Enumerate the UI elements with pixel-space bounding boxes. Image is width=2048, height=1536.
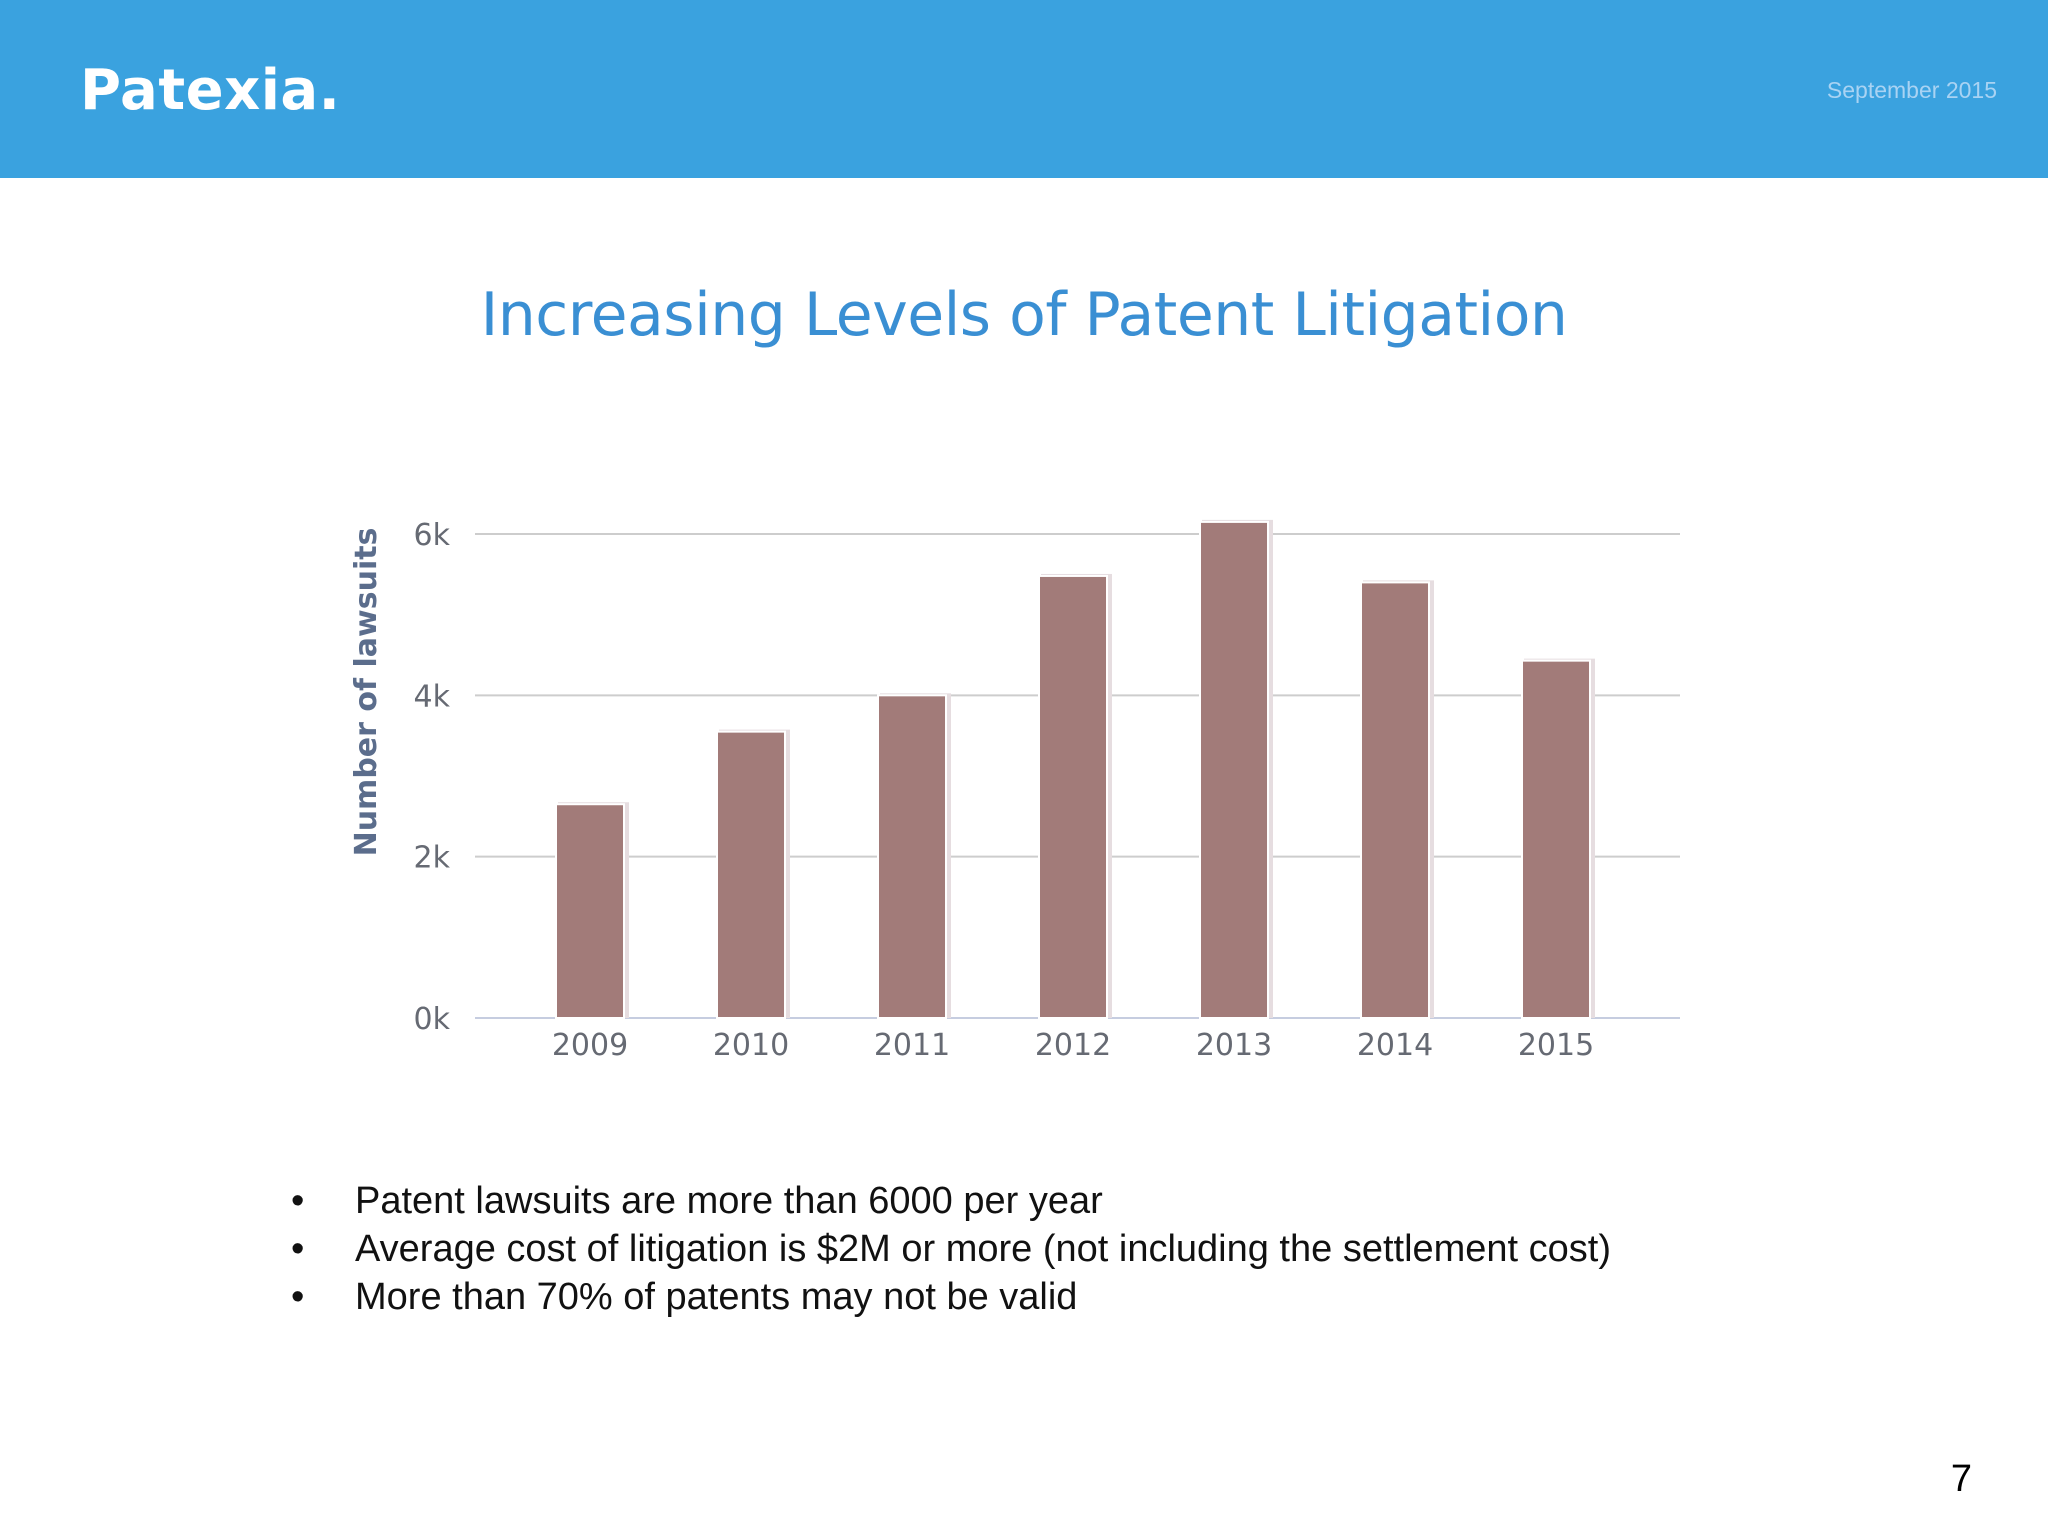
bar-2010 [716, 730, 786, 1019]
bar-2012 [1038, 574, 1108, 1020]
bullet-glyph: • [291, 1180, 305, 1222]
bar-2013 [1199, 520, 1269, 1020]
slide-title: Increasing Levels of Patent Litigation [480, 280, 1568, 350]
x-tick-label: 2014 [1357, 1028, 1433, 1063]
header-date: September 2015 [1826, 77, 1997, 103]
bullet-text: Patent lawsuits are more than 6000 per y… [355, 1180, 1103, 1222]
header-bar: Patexia. September 2015 [0, 0, 2048, 178]
x-tick-label: 2013 [1196, 1028, 1272, 1063]
patexia-logo: Patexia. [80, 58, 341, 123]
bullet-item: • Average cost of litigation is $2M or m… [285, 1225, 1611, 1273]
bullet-text: Average cost of litigation is $2M or mor… [355, 1228, 1612, 1270]
x-tick-label: 2015 [1518, 1028, 1594, 1063]
bar-2014 [1360, 581, 1430, 1020]
x-tick-label: 2009 [552, 1028, 628, 1063]
bars [555, 519, 1595, 1020]
bar-2015 [1521, 659, 1591, 1019]
bullet-text: More than 70% of patents may not be vali… [355, 1276, 1078, 1318]
x-tick-label: 2010 [713, 1028, 789, 1063]
y-tick-label: 2k [414, 841, 451, 876]
y-axis-ticks: 0k 2k 4k 6k [414, 518, 451, 1037]
x-tick-label: 2011 [874, 1028, 950, 1063]
y-axis-label: Number of lawsuits [349, 528, 384, 857]
y-tick-label: 4k [414, 679, 451, 714]
page-number: 7 [1950, 1458, 1972, 1500]
y-tick-label: 6k [414, 518, 451, 553]
lawsuits-bar-chart: Number of lawsuits 0k 2k 4k 6k 2009 2010 2011… [349, 518, 1680, 1063]
bullet-list: • Patent lawsuits are more than 6000 per… [285, 1177, 1611, 1321]
bullet-glyph: • [291, 1228, 305, 1270]
bar-2011 [877, 694, 947, 1019]
bar-2009 [555, 803, 625, 1019]
x-tick-label: 2012 [1035, 1028, 1111, 1063]
y-tick-label: 0k [414, 1002, 451, 1037]
bullet-item: • Patent lawsuits are more than 6000 per… [285, 1177, 1611, 1225]
bullet-glyph: • [291, 1276, 305, 1318]
bullet-item: • More than 70% of patents may not be va… [285, 1273, 1611, 1321]
x-axis-ticks: 2009 2010 2011 2012 2013 2014 2015 [552, 1028, 1594, 1063]
